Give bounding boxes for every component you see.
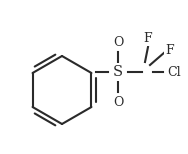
- Text: S: S: [113, 65, 123, 79]
- Text: Cl: Cl: [167, 65, 181, 79]
- Text: O: O: [113, 95, 123, 109]
- Text: F: F: [144, 32, 152, 45]
- Text: F: F: [166, 43, 174, 57]
- Text: O: O: [113, 36, 123, 49]
